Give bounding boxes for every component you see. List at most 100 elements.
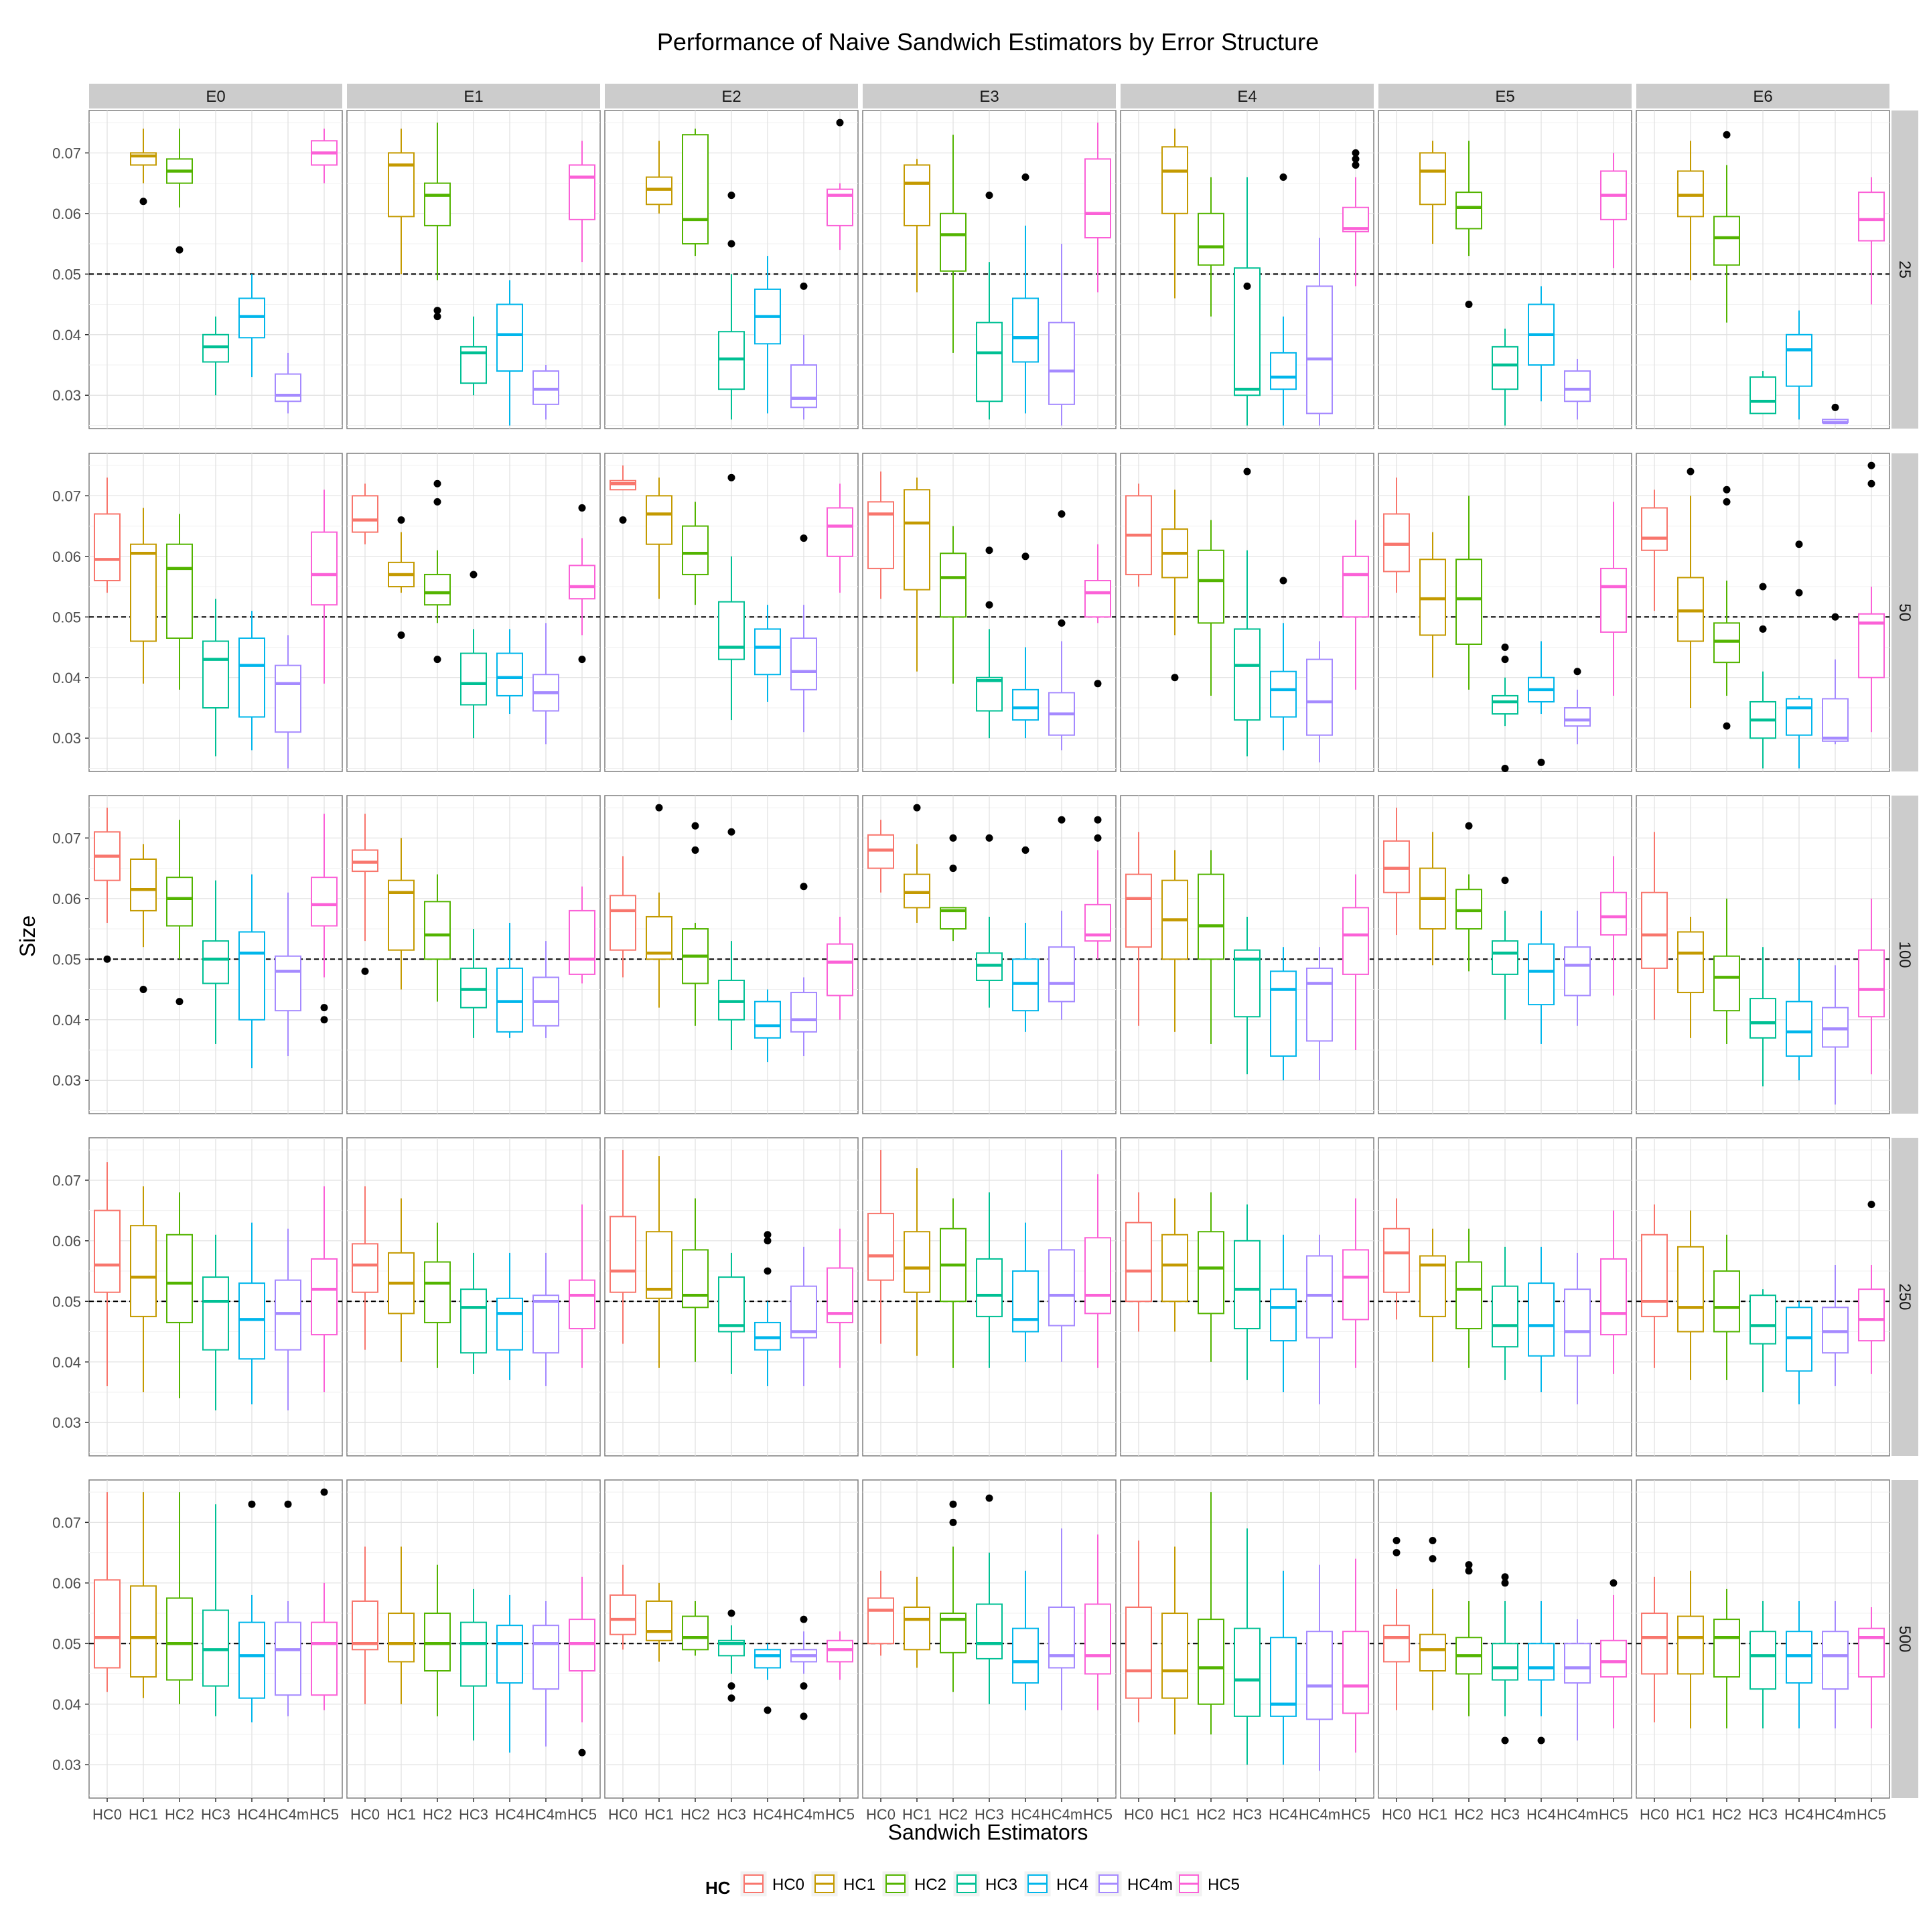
outlier-point — [433, 656, 441, 664]
box-hc4m — [1822, 1631, 1849, 1690]
box-hc2 — [1713, 1619, 1740, 1678]
box-hc2 — [424, 182, 451, 226]
box-hc3 — [976, 321, 1003, 402]
outlier-point — [433, 498, 441, 506]
x-tick-label: HC5 — [1341, 1806, 1370, 1823]
outlier-point — [985, 192, 993, 200]
outlier-point — [1759, 583, 1767, 591]
row-strip — [1891, 1480, 1918, 1798]
x-tick-label: HC2 — [1454, 1806, 1484, 1823]
box-hc2 — [682, 134, 709, 245]
box-hc1 — [904, 164, 930, 226]
box-hc4m — [275, 955, 301, 1012]
outlier-point — [913, 804, 921, 812]
box-hc5 — [1858, 613, 1885, 678]
outlier-point — [1867, 479, 1875, 488]
x-tick-label: HC5 — [1083, 1806, 1113, 1823]
outlier-point — [949, 865, 957, 873]
box-hc5 — [1858, 949, 1885, 1018]
x-tick-label: HC1 — [1160, 1806, 1190, 1823]
box-hc4m — [1048, 321, 1075, 405]
y-tick-label: 0.07 — [52, 830, 81, 846]
x-tick-label: HC0 — [92, 1806, 122, 1823]
box-hc3 — [1749, 998, 1776, 1039]
outlier-point — [727, 1694, 735, 1702]
y-tick-label: 0.04 — [52, 1012, 81, 1029]
box-hc4 — [1786, 333, 1812, 387]
box-hc4 — [1786, 698, 1812, 736]
row-strip-label: 500 — [1896, 1625, 1914, 1652]
box-hc1 — [388, 152, 415, 218]
box-hc0 — [1125, 873, 1152, 948]
outlier-point — [1723, 498, 1731, 506]
outlier-point — [1021, 173, 1029, 181]
x-tick-label: HC4m — [525, 1806, 567, 1823]
legend-title: HC — [705, 1878, 731, 1898]
box-hc4m — [1048, 946, 1075, 1002]
y-axis-label: Size — [15, 915, 40, 957]
x-tick-label: HC4m — [1814, 1806, 1856, 1823]
box-hc0 — [94, 513, 121, 582]
box-hc0 — [1383, 1228, 1410, 1293]
outlier-point — [1867, 1201, 1875, 1209]
x-tick-label: HC0 — [1124, 1806, 1153, 1823]
box-hc3 — [1749, 1294, 1776, 1345]
outlier-point — [1465, 1567, 1473, 1575]
x-tick-label: HC1 — [644, 1806, 674, 1823]
box-hc0 — [94, 1209, 121, 1293]
x-tick-label: HC0 — [1382, 1806, 1411, 1823]
column-strip-label: E5 — [1495, 88, 1514, 106]
box-hc0 — [1125, 1221, 1152, 1303]
box-hc4m — [275, 1279, 301, 1351]
box-hc4m — [1306, 1255, 1333, 1339]
outlier-point — [949, 1500, 957, 1508]
box-hc1 — [646, 1600, 672, 1641]
box-hc4m — [1822, 1307, 1849, 1354]
box-hc4m — [790, 1285, 817, 1339]
box-hc2 — [166, 1597, 193, 1681]
row-strip — [1891, 1138, 1918, 1456]
box-hc4m — [790, 992, 817, 1033]
outlier-point — [949, 834, 957, 842]
y-tick-label: 0.04 — [52, 1354, 81, 1371]
column-strip — [89, 84, 342, 108]
row-strip — [1891, 110, 1918, 429]
box-hc0 — [867, 501, 894, 569]
x-tick-label: HC4m — [783, 1806, 825, 1823]
box-hc3 — [976, 676, 1003, 712]
outlier-point — [320, 1488, 328, 1496]
row-strip-label: 25 — [1896, 261, 1914, 279]
box-hc1 — [904, 873, 930, 909]
x-tick-label: HC0 — [350, 1806, 380, 1823]
box-hc1 — [130, 543, 157, 642]
x-tick-label: HC4 — [1269, 1806, 1298, 1823]
outlier-point — [800, 282, 808, 290]
box-hc2 — [1198, 549, 1224, 624]
x-tick-label: HC4m — [267, 1806, 309, 1823]
outlier-point — [103, 955, 111, 963]
box-hc3 — [460, 652, 487, 706]
outlier-point — [1501, 1579, 1509, 1587]
outlier-point — [1465, 822, 1473, 830]
box-hc3 — [718, 601, 745, 660]
y-tick-label: 0.05 — [52, 1293, 81, 1310]
y-tick-label: 0.05 — [52, 951, 81, 968]
outlier-point — [1058, 619, 1066, 627]
outlier-point — [1867, 461, 1875, 469]
box-hc5 — [1342, 907, 1369, 975]
box-hc3 — [1234, 1240, 1261, 1330]
box-hc4m — [1048, 1607, 1075, 1669]
outlier-point — [1352, 155, 1360, 163]
outlier-point — [248, 1500, 256, 1508]
outlier-point — [578, 656, 586, 664]
x-tick-label: HC2 — [165, 1806, 194, 1823]
outlier-point — [361, 967, 369, 975]
box-hc1 — [130, 1225, 157, 1317]
box-hc4m — [532, 1625, 559, 1690]
box-hc0 — [1641, 1234, 1668, 1317]
y-tick-label: 0.06 — [52, 548, 81, 565]
box-hc4 — [238, 637, 265, 718]
box-hc2 — [682, 1615, 709, 1651]
outlier-point — [1465, 1561, 1473, 1569]
box-hc0 — [610, 479, 636, 491]
